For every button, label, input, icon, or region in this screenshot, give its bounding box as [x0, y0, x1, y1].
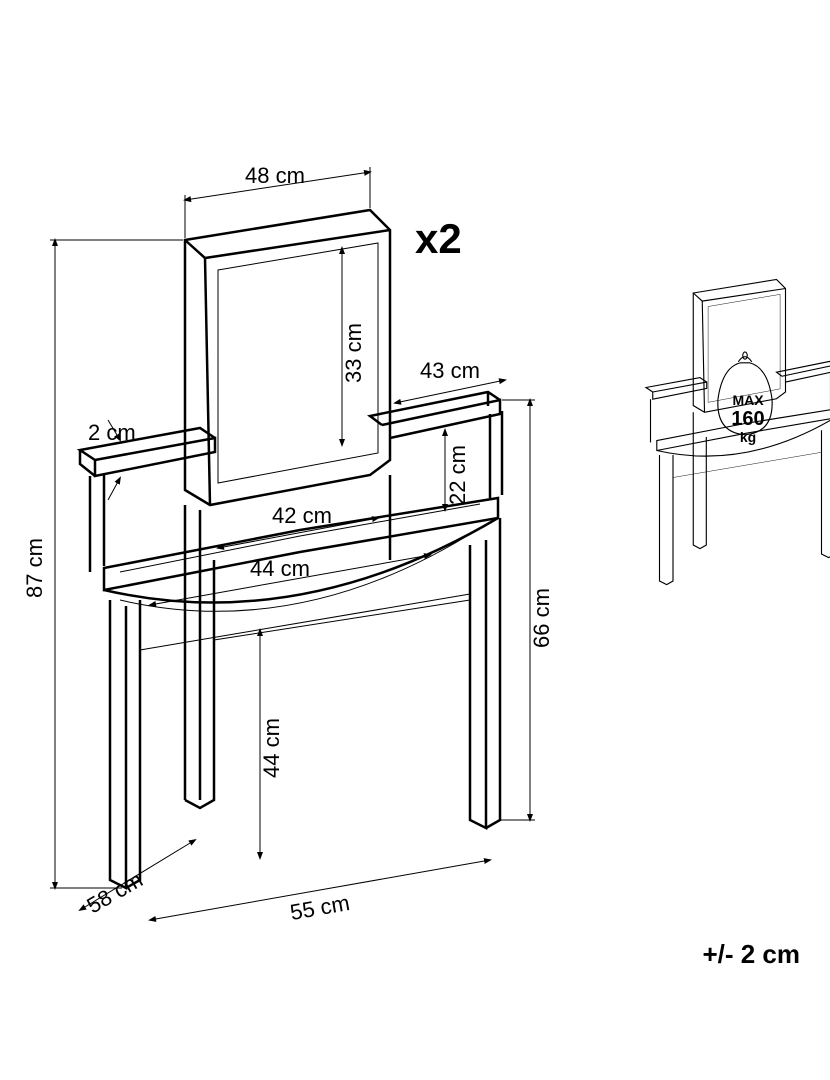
dim-total-height: 87 cm: [22, 538, 48, 598]
max-load-label: MAX 160 kg: [723, 393, 773, 446]
diagram-canvas: 48 cm x2 87 cm 33 cm 2 cm 43 cm 22 cm 42…: [0, 0, 830, 1080]
max-prefix: MAX: [732, 392, 763, 408]
tolerance-label: +/- 2 cm: [702, 939, 800, 970]
max-value: 160: [731, 408, 764, 430]
dim-arm-thickness: 2 cm: [88, 420, 136, 446]
dim-back-width: 48 cm: [245, 163, 305, 189]
dim-seat-back-width: 42 cm: [272, 503, 332, 529]
dim-arm-height: 66 cm: [529, 588, 555, 648]
quantity-label: x2: [415, 215, 462, 263]
dim-seat-front-width: 44 cm: [250, 556, 310, 582]
dim-arm-to-seat: 22 cm: [445, 445, 471, 505]
dim-seat-side: 43 cm: [420, 358, 480, 384]
max-unit: kg: [740, 429, 756, 445]
dim-seat-height: 44 cm: [259, 718, 285, 778]
dim-back-height: 33 cm: [341, 323, 367, 383]
chair-drawing: [0, 0, 830, 1080]
